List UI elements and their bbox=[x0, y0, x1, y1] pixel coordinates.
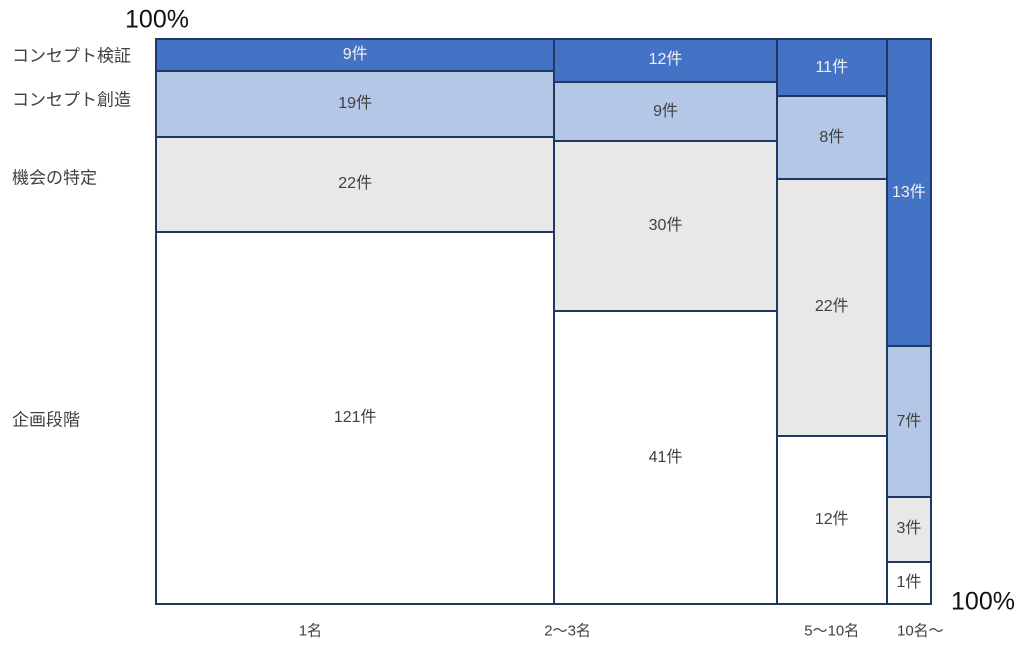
mosaic-cell-5〜10名-コンセプト創造: 8件 bbox=[776, 96, 887, 180]
cell-value-label: 11件 bbox=[815, 58, 849, 76]
cell-value-label: 12件 bbox=[648, 51, 683, 69]
cell-value-label: 9件 bbox=[653, 102, 678, 120]
mosaic-cell-10名〜-コンセプト検証: 13件 bbox=[886, 39, 931, 347]
mosaic-cell-10名〜-コンセプト創造: 7件 bbox=[886, 346, 931, 497]
mosaic-cell-1名-コンセプト検証: 9件 bbox=[156, 39, 555, 72]
cell-value-label: 30件 bbox=[648, 217, 683, 235]
stage-label-コンセプト検証: コンセプト検証 bbox=[12, 46, 131, 66]
cell-value-label: 8件 bbox=[819, 128, 845, 146]
cell-value-label: 22件 bbox=[338, 175, 373, 193]
mosaic-cell-5〜10名-機会の特定: 22件 bbox=[776, 179, 887, 436]
cell-value-label: 3件 bbox=[896, 520, 922, 538]
plot-area: 9件 19件 22件 121件 12件 9件 30件 41件 11件 8件 22件 12件 13件 7件 3… bbox=[155, 38, 932, 605]
cell-value-label: 22件 bbox=[814, 298, 849, 316]
mosaic-cell-2〜3名-企画段階: 41件 bbox=[554, 311, 777, 604]
stage-label-コンセプト創造: コンセプト創造 bbox=[12, 90, 131, 110]
column-label-1名: 1名 bbox=[298, 622, 323, 640]
cell-value-label: 1件 bbox=[896, 573, 922, 591]
mosaic-cell-1名-機会の特定: 22件 bbox=[156, 137, 555, 232]
mosaic-cell-1名-コンセプト創造: 19件 bbox=[156, 71, 555, 138]
mosaic-cell-5〜10名-企画段階: 12件 bbox=[776, 435, 887, 604]
mosaic-cell-10名〜-企画段階: 1件 bbox=[886, 561, 931, 604]
cell-value-label: 7件 bbox=[896, 412, 922, 430]
cell-value-label: 12件 bbox=[814, 510, 849, 528]
cell-value-label: 19件 bbox=[338, 95, 373, 113]
mosaic-cell-10名〜-機会の特定: 3件 bbox=[886, 496, 931, 562]
mosaic-cell-2〜3名-コンセプト創造: 9件 bbox=[554, 81, 777, 142]
stage-label-機会の特定: 機会の特定 bbox=[12, 168, 97, 188]
cell-value-label: 13件 bbox=[891, 183, 926, 201]
column-label-2〜3名: 2〜3名 bbox=[544, 622, 591, 640]
mosaic-cell-2〜3名-機会の特定: 30件 bbox=[554, 141, 777, 312]
mosaic-cell-5〜10名-コンセプト検証: 11件 bbox=[776, 39, 887, 97]
axis-label-top-100-percent: 100% bbox=[125, 5, 189, 34]
stage-label-企画段階: 企画段階 bbox=[12, 410, 80, 430]
column-label-5〜10名: 5〜10名 bbox=[804, 622, 860, 640]
mosaic-cell-2〜3名-コンセプト検証: 12件 bbox=[554, 39, 777, 82]
cell-value-label: 121件 bbox=[333, 408, 377, 426]
cell-value-label: 41件 bbox=[648, 448, 683, 466]
mosaic-cell-1名-企画段階: 121件 bbox=[156, 231, 555, 604]
column-label-10名〜: 10名〜 bbox=[897, 622, 944, 640]
axis-label-bottom-100-percent: 100% bbox=[951, 587, 1015, 616]
cell-value-label: 9件 bbox=[342, 46, 368, 64]
